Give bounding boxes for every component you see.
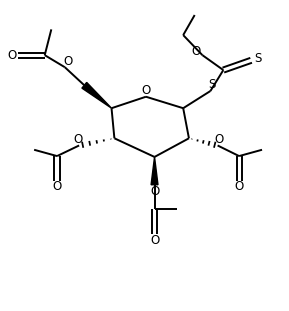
Text: O: O [150,234,159,247]
Text: O: O [234,180,244,193]
Text: S: S [208,78,215,91]
Text: O: O [73,133,83,146]
Polygon shape [151,157,158,185]
Polygon shape [82,82,112,108]
Text: O: O [64,55,73,68]
Text: O: O [192,45,201,58]
Text: O: O [142,84,151,97]
Text: O: O [214,133,223,146]
Text: S: S [254,52,261,64]
Text: O: O [150,185,159,198]
Text: O: O [8,49,17,62]
Text: O: O [52,180,62,193]
